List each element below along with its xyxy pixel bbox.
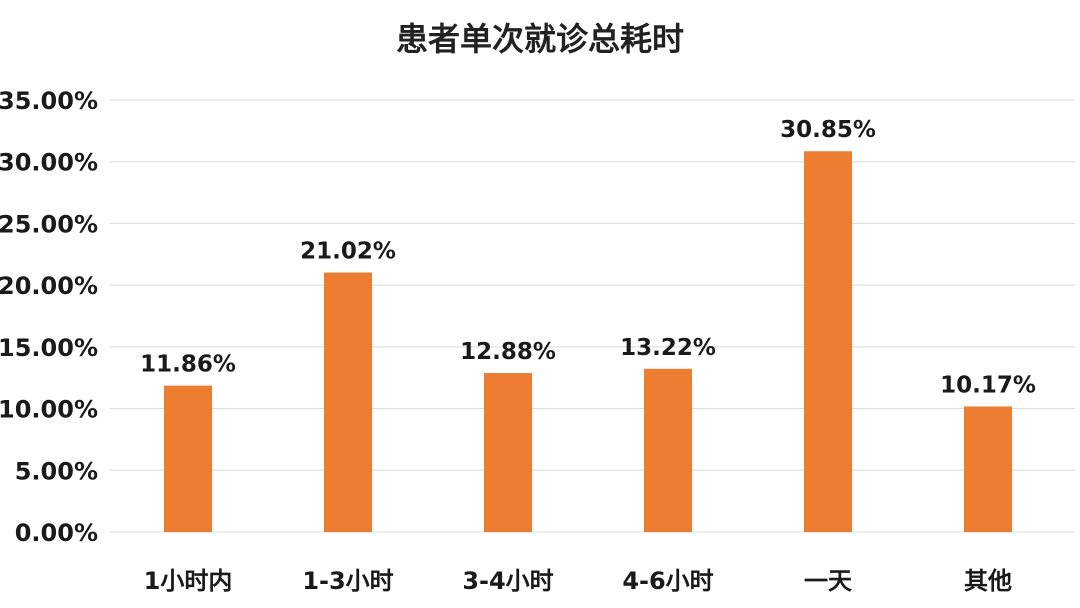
x-category-label: 一天 (804, 567, 852, 595)
y-tick-label: 25.00% (0, 210, 98, 238)
bar (484, 373, 532, 532)
y-tick-label: 30.00% (0, 149, 98, 177)
y-tick-label: 0.00% (15, 519, 98, 547)
bar (804, 151, 852, 533)
x-category-label: 4-6小时 (622, 567, 713, 595)
x-category-label: 其他 (964, 567, 1012, 595)
x-axis-categories: 1小时内 1-3小时 3-4小时 4-6小时 一天 其他 (144, 567, 1012, 595)
x-category-label: 1-3小时 (302, 567, 393, 595)
data-label: 12.88% (460, 339, 556, 365)
data-label: 11.86% (140, 352, 236, 378)
data-label: 30.85% (780, 117, 876, 143)
x-category-label: 1小时内 (144, 567, 233, 595)
data-labels: 11.86% 21.02% 12.88% 13.22% 30.85% 10.17% (140, 117, 1036, 398)
y-tick-label: 5.00% (15, 457, 98, 485)
bar (644, 368, 692, 532)
bar (164, 385, 212, 532)
y-tick-label: 35.00% (0, 87, 98, 115)
data-label: 10.17% (940, 372, 1036, 398)
y-axis-ticks: 0.00% 5.00% 10.00% 15.00% 20.00% 25.00% 30.00%… (0, 87, 98, 547)
chart-title: 患者单次就诊总耗时 (396, 20, 684, 58)
data-label: 13.22% (620, 335, 716, 361)
gridlines (110, 99, 1075, 533)
y-tick-label: 15.00% (0, 334, 98, 362)
x-category-label: 3-4小时 (462, 567, 553, 595)
bar (964, 406, 1012, 532)
data-label: 21.02% (300, 239, 396, 265)
bars (164, 151, 1012, 533)
bar (324, 272, 372, 532)
y-tick-label: 20.00% (0, 272, 98, 300)
y-tick-label: 10.00% (0, 396, 98, 424)
